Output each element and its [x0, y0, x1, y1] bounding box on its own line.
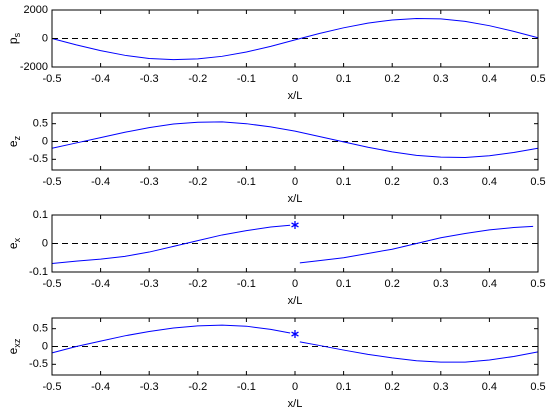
y-tick-label: 0.5 [33, 323, 48, 335]
x-tick-label: 0 [292, 73, 298, 85]
x-tick-label: 0.1 [336, 278, 351, 290]
star-marker [291, 330, 299, 339]
x-tick-label: 0.1 [336, 381, 351, 393]
x-tick-label: -0.1 [237, 73, 256, 85]
x-tick-label: -0.2 [188, 73, 207, 85]
y-axis-label: exz [6, 338, 22, 354]
y-tick-label: 2000 [24, 4, 48, 16]
y-tick-label: -0.5 [29, 358, 48, 370]
x-tick-label: 0.4 [482, 73, 497, 85]
y-tick-label: 0 [42, 237, 48, 249]
x-tick-label: -0.4 [91, 381, 110, 393]
x-axis-label: x/L [288, 193, 303, 205]
x-tick-label: 0.5 [530, 176, 545, 188]
x-tick-label: -0.5 [43, 73, 62, 85]
x-tick-label: -0.3 [140, 73, 159, 85]
x-tick-label: 0.2 [385, 73, 400, 85]
x-tick-label: -0.1 [237, 278, 256, 290]
x-tick-label: 0.5 [530, 381, 545, 393]
y-axis-label-main: p [6, 37, 20, 44]
x-tick-label: 0.3 [433, 381, 448, 393]
x-tick-label: -0.3 [140, 381, 159, 393]
x-tick-label: -0.2 [188, 176, 207, 188]
x-tick-label: 0 [292, 176, 298, 188]
x-tick-label: -0.3 [140, 176, 159, 188]
y-axis-label-sub: xz [12, 338, 22, 348]
x-tick-label: 0.4 [482, 278, 497, 290]
x-tick-label: 0.4 [482, 381, 497, 393]
x-tick-label: -0.4 [91, 176, 110, 188]
y-axis-label-main: e [6, 347, 20, 354]
x-tick-label: 0.3 [433, 176, 448, 188]
x-tick-label: 0.2 [385, 381, 400, 393]
x-tick-label: 0 [292, 381, 298, 393]
x-tick-label: 0.2 [385, 176, 400, 188]
x-tick-label: 0.4 [482, 176, 497, 188]
x-tick-label: -0.1 [237, 381, 256, 393]
y-axis-label-sub: x [12, 237, 22, 242]
x-tick-label: 0.1 [336, 176, 351, 188]
star-marker [291, 220, 299, 229]
x-tick-label: -0.5 [43, 381, 62, 393]
y-tick-label: 0.1 [33, 209, 48, 221]
data-line [51, 224, 534, 264]
y-axis-label: ez [6, 135, 22, 147]
y-axis-label: ex [6, 237, 22, 249]
y-tick-label: -2000 [20, 61, 48, 73]
y-axis-label-sub: s [12, 32, 22, 37]
x-tick-label: -0.4 [91, 278, 110, 290]
x-tick-label: 0.2 [385, 278, 400, 290]
x-tick-label: -0.5 [43, 176, 62, 188]
x-tick-label: 0.5 [530, 278, 545, 290]
x-tick-label: 0.3 [433, 73, 448, 85]
x-tick-label: -0.4 [91, 73, 110, 85]
x-tick-label: -0.2 [188, 278, 207, 290]
y-axis-label-main: e [6, 242, 20, 249]
x-tick-label: -0.5 [43, 278, 62, 290]
x-axis-label: x/L [288, 90, 303, 102]
y-tick-label: -0.1 [29, 266, 48, 278]
x-tick-label: -0.1 [237, 176, 256, 188]
data-line [51, 324, 539, 363]
x-axis-label: x/L [288, 398, 303, 410]
x-tick-label: 0.1 [336, 73, 351, 85]
y-tick-label: 0 [42, 340, 48, 352]
y-tick-label: 0.5 [33, 118, 48, 130]
data-line [51, 18, 539, 61]
y-tick-label: 0 [42, 135, 48, 147]
y-tick-label: -0.5 [29, 153, 48, 165]
x-tick-label: 0.5 [530, 73, 545, 85]
x-tick-label: -0.3 [140, 278, 159, 290]
x-tick-label: 0 [292, 278, 298, 290]
x-tick-label: 0.3 [433, 278, 448, 290]
y-axis-label: ps [6, 32, 22, 44]
data-line [51, 121, 539, 159]
y-tick-label: 0 [42, 32, 48, 44]
x-axis-label: x/L [288, 295, 303, 307]
y-axis-label-main: e [6, 140, 20, 147]
x-tick-label: -0.2 [188, 381, 207, 393]
y-axis-label-sub: z [12, 135, 22, 140]
